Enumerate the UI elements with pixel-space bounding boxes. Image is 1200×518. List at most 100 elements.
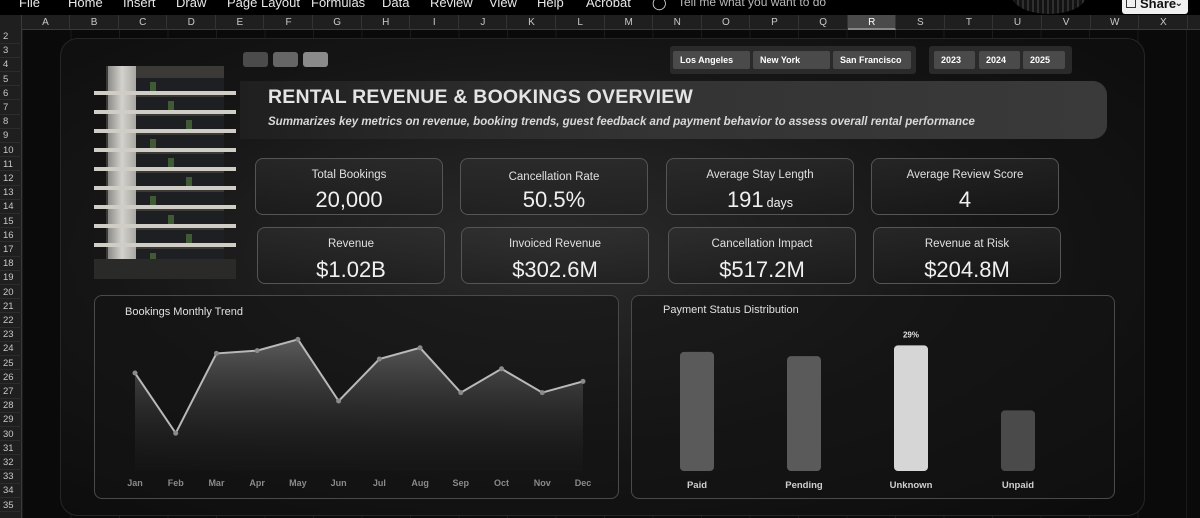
trend-point-dec[interactable] bbox=[580, 378, 586, 384]
ribbon-tab-file[interactable]: File bbox=[19, 0, 40, 10]
ribbon-tab-insert[interactable]: Insert bbox=[123, 0, 156, 10]
nav-button-1[interactable] bbox=[243, 52, 268, 67]
row-header-35[interactable]: 35 bbox=[0, 499, 22, 513]
row-header-25[interactable]: 25 bbox=[0, 357, 22, 371]
trend-point-apr[interactable] bbox=[254, 348, 260, 354]
column-header-h[interactable]: H bbox=[362, 15, 411, 30]
city-option-los-angeles[interactable]: Los Angeles bbox=[673, 51, 750, 69]
row-header-19[interactable]: 19 bbox=[0, 271, 22, 285]
column-header-a[interactable]: A bbox=[22, 15, 70, 30]
trend-point-sep[interactable] bbox=[458, 390, 464, 396]
nav-button-3[interactable] bbox=[303, 52, 328, 67]
nav-button-2[interactable] bbox=[273, 52, 298, 67]
column-header-b[interactable]: B bbox=[71, 15, 119, 30]
ribbon-tab-review[interactable]: Review bbox=[430, 0, 473, 10]
row-header-15[interactable]: 15 bbox=[0, 215, 22, 229]
row-header-8[interactable]: 8 bbox=[0, 115, 22, 129]
column-header-w[interactable]: W bbox=[1091, 15, 1140, 30]
row-header-7[interactable]: 7 bbox=[0, 101, 22, 115]
row-header-13[interactable]: 13 bbox=[0, 186, 22, 200]
year-option-2025[interactable]: 2025 bbox=[1023, 51, 1065, 69]
column-header-v[interactable]: V bbox=[1043, 15, 1091, 30]
share-button[interactable]: Share ⌄ bbox=[1122, 0, 1188, 14]
row-header-33[interactable]: 33 bbox=[0, 470, 22, 484]
ribbon-tab-help[interactable]: Help bbox=[537, 0, 564, 10]
trend-point-jun[interactable] bbox=[336, 398, 342, 404]
trend-point-feb[interactable] bbox=[173, 430, 179, 436]
row-header-14[interactable]: 14 bbox=[0, 200, 22, 214]
ribbon-tab-page-layout[interactable]: Page Layout bbox=[227, 0, 301, 10]
row-header-5[interactable]: 5 bbox=[0, 73, 22, 87]
row-header-17[interactable]: 17 bbox=[0, 243, 22, 257]
column-header-r[interactable]: R bbox=[848, 15, 897, 30]
page-title: RENTAL REVENUE & BOOKINGS OVERVIEW bbox=[268, 86, 694, 108]
bar-unpaid[interactable] bbox=[1001, 410, 1035, 471]
column-header-u[interactable]: U bbox=[994, 15, 1042, 30]
bar-paid[interactable] bbox=[680, 351, 714, 471]
row-header-28[interactable]: 28 bbox=[0, 399, 22, 413]
row-header-30[interactable]: 30 bbox=[0, 428, 22, 442]
row-header-10[interactable]: 10 bbox=[0, 144, 22, 158]
row-header-27[interactable]: 27 bbox=[0, 385, 22, 399]
column-header-q[interactable]: Q bbox=[800, 15, 848, 30]
ribbon-tab-draw[interactable]: Draw bbox=[176, 0, 207, 10]
column-header-s[interactable]: S bbox=[897, 15, 945, 30]
row-header-2[interactable]: 2 bbox=[0, 30, 22, 44]
select-all-corner[interactable] bbox=[0, 15, 22, 30]
city-option-san-francisco[interactable]: San Francisco bbox=[833, 51, 911, 69]
column-header-p[interactable]: P bbox=[751, 15, 799, 30]
row-header-6[interactable]: 6 bbox=[0, 87, 22, 101]
row-header-21[interactable]: 21 bbox=[0, 300, 22, 314]
ribbon-tab-acrobat[interactable]: Acrobat bbox=[586, 0, 631, 10]
trend-point-nov[interactable] bbox=[539, 390, 545, 396]
column-header-c[interactable]: C bbox=[119, 15, 168, 30]
row-header-16[interactable]: 16 bbox=[0, 229, 22, 243]
row-header-11[interactable]: 11 bbox=[0, 158, 22, 172]
ribbon-tab-data[interactable]: Data bbox=[382, 0, 410, 10]
column-header-x[interactable]: X bbox=[1140, 15, 1188, 30]
row-header-24[interactable]: 24 bbox=[0, 342, 22, 356]
row-header-9[interactable]: 9 bbox=[0, 129, 22, 143]
row-header-3[interactable]: 3 bbox=[0, 44, 22, 58]
ribbon-tab-view[interactable]: View bbox=[489, 0, 517, 10]
column-header-i[interactable]: I bbox=[411, 15, 459, 30]
x-tick-label: Dec bbox=[575, 478, 592, 488]
trend-point-may[interactable] bbox=[295, 336, 301, 342]
row-header-22[interactable]: 22 bbox=[0, 314, 22, 328]
column-header-e[interactable]: E bbox=[216, 15, 265, 30]
trend-point-jul[interactable] bbox=[376, 356, 382, 362]
city-option-new-york[interactable]: New York bbox=[753, 51, 830, 69]
year-option-2023[interactable]: 2023 bbox=[934, 51, 975, 69]
row-header-31[interactable]: 31 bbox=[0, 442, 22, 456]
row-header-26[interactable]: 26 bbox=[0, 371, 22, 385]
column-header-l[interactable]: L bbox=[557, 15, 605, 30]
row-header-34[interactable]: 34 bbox=[0, 484, 22, 498]
trend-point-oct[interactable] bbox=[499, 366, 505, 372]
bar-unknown[interactable] bbox=[894, 345, 928, 471]
column-header-n[interactable]: N bbox=[654, 15, 702, 30]
column-header-t[interactable]: T bbox=[945, 15, 994, 30]
row-header-29[interactable]: 29 bbox=[0, 413, 22, 427]
trend-point-aug[interactable] bbox=[417, 345, 423, 351]
row-header-32[interactable]: 32 bbox=[0, 456, 22, 470]
column-header-m[interactable]: M bbox=[605, 15, 654, 30]
year-option-2024[interactable]: 2024 bbox=[979, 51, 1020, 69]
row-header-18[interactable]: 18 bbox=[0, 257, 22, 271]
row-header-20[interactable]: 20 bbox=[0, 286, 22, 300]
column-header-j[interactable]: J bbox=[459, 15, 508, 30]
tell-me-search[interactable]: Tell me what you want to do bbox=[678, 0, 827, 9]
ribbon-tab-formulas[interactable]: Formulas bbox=[311, 0, 366, 10]
column-header-g[interactable]: G bbox=[314, 15, 362, 30]
ribbon-tab-home[interactable]: Home bbox=[68, 0, 103, 10]
column-header-f[interactable]: F bbox=[265, 15, 313, 30]
trend-point-mar[interactable] bbox=[213, 350, 219, 356]
bar-pending[interactable] bbox=[787, 356, 821, 471]
row-header-12[interactable]: 12 bbox=[0, 172, 22, 186]
row-header-4[interactable]: 4 bbox=[0, 58, 22, 72]
row-header-23[interactable]: 23 bbox=[0, 328, 22, 342]
column-header-d[interactable]: D bbox=[168, 15, 216, 30]
column-header-o[interactable]: O bbox=[702, 15, 751, 30]
trend-point-jan[interactable] bbox=[132, 370, 138, 376]
column-header-k[interactable]: K bbox=[508, 15, 556, 30]
window-band bbox=[136, 192, 224, 206]
